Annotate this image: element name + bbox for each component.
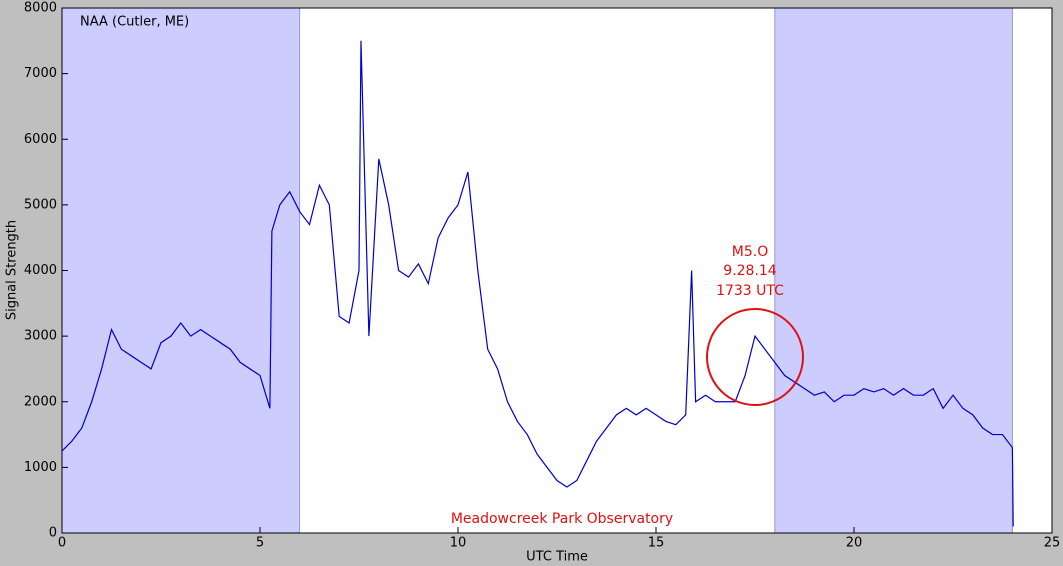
x-tick-label: 10 (450, 536, 467, 551)
y-tick-label: 1000 (24, 460, 57, 475)
y-tick-label: 3000 (24, 329, 57, 344)
y-tick-label: 0 (49, 526, 57, 541)
annotation: 1733 UTC (716, 283, 784, 299)
shaded-span (774, 7, 1013, 534)
plot-layer (61, 7, 1014, 534)
signal-line (61, 40, 1014, 527)
x-tick-label: 15 (648, 536, 665, 551)
chart-title: NAA (Cutler, ME) (80, 15, 189, 30)
x-tick-label: 5 (256, 536, 264, 551)
shaded-span (61, 7, 301, 534)
y-tick-label: 2000 (24, 394, 57, 409)
y-tick-label: 5000 (24, 197, 57, 212)
annotation: 9.28.14 (723, 263, 777, 279)
y-tick-label: 4000 (24, 263, 57, 278)
x-tick-label: 25 (1044, 536, 1061, 551)
y-tick-label: 7000 (24, 66, 57, 81)
x-tick-label: 0 (58, 536, 66, 551)
y-tick-label: 6000 (24, 132, 57, 147)
annotation: Meadowcreek Park Observatory (451, 511, 673, 527)
annotation: M5.O (732, 244, 768, 260)
x-tick-label: 20 (846, 536, 863, 551)
x-axis-label: UTC Time (526, 550, 588, 565)
y-axis-label: Signal Strength (5, 220, 20, 320)
y-tick-label: 8000 (24, 1, 57, 16)
highlight-circle (706, 308, 804, 406)
